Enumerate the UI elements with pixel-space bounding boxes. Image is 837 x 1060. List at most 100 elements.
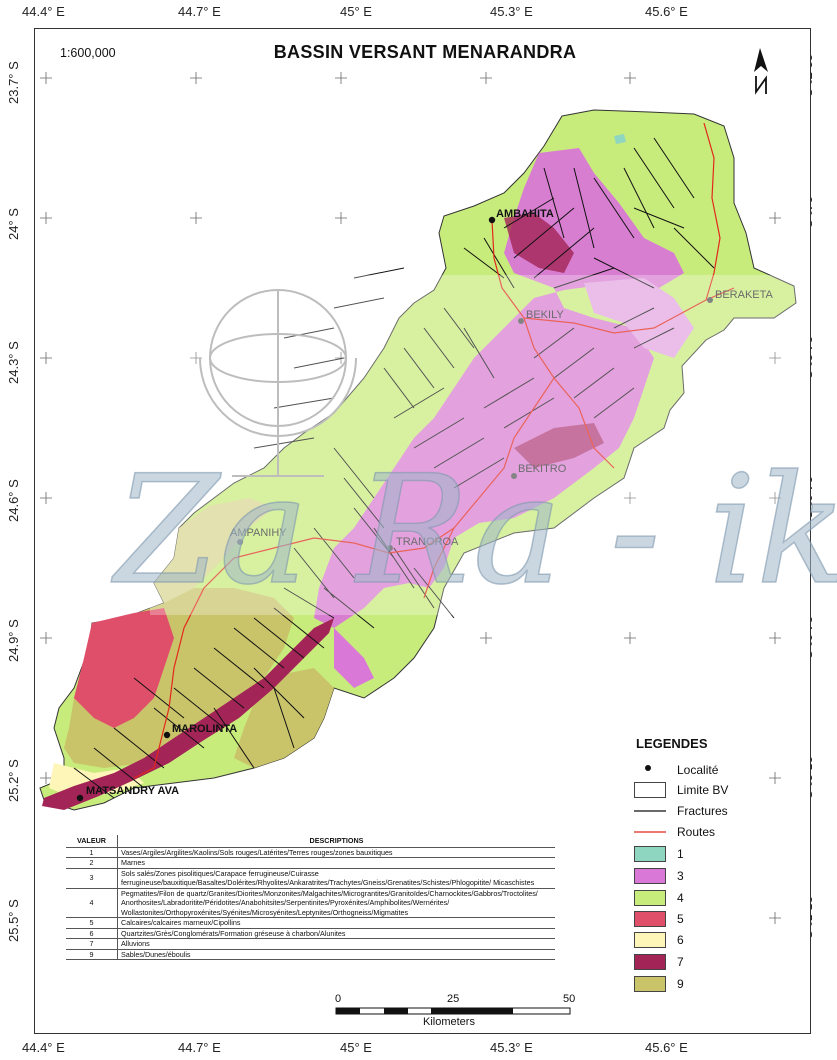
table-cell-description: Calcaires/calcaires marneux/Cipollins [117,917,555,929]
legend-item-label: 5 [677,912,684,926]
locality-label-matsandry: MATSANDRY AVA [86,785,179,797]
zone-7-corridor [42,618,334,810]
legend-item-label: 6 [677,933,684,947]
table-cell-description: Vases/Argiles/Argilites/Kaolins/Sols rou… [117,847,555,858]
table-header-descriptions: DESCRIPTIONS [117,835,555,848]
lat-label-left-1: 23.7° S [6,61,21,104]
table-cell-description: Marnes [117,857,555,869]
lon-label-bottom-5: 45.6° E [645,1040,688,1055]
table-row: 2 Marnes [66,857,555,869]
legend-item-label: 4 [677,891,684,905]
table-header-row: VALEUR DESCRIPTIONS [66,835,555,848]
lat-label-left-6: 25.2° S [6,759,21,802]
locality-labels: AMBAHITA BERAKETA BEKILY BEKITRO AMPANIH… [86,208,774,797]
zone-3-main [314,148,684,628]
table-cell-value: 5 [66,917,118,929]
legend-color-swatch [634,911,666,927]
table-row: 5 Calcaires/calcaires marneux/Cipollins [66,917,555,929]
legend-item-label: Limite BV [677,783,729,797]
locality-label-bekitro: BEKITRO [518,463,567,475]
legend-color-swatch [634,868,666,884]
table-cell-value: 4 [66,888,118,918]
table-header-valeur: VALEUR [66,835,118,848]
lon-label-bottom-2: 44.7° E [178,1040,221,1055]
scale-bar-label-50: 50 [563,993,576,1005]
table-cell-value: 7 [66,938,118,950]
lat-label-left-2: 24° S [6,208,21,240]
locality-label-beraketa: BERAKETA [715,289,774,301]
table-row: 4 Pegmatites/Filon de quartz/Granites/Dio… [66,888,555,918]
zone-7-bekitro [514,423,604,468]
locality-ampanihy-point[interactable] [237,539,243,545]
locality-tranoroa-point[interactable] [387,545,393,551]
legend-color-swatch [634,954,666,970]
lon-label-top-1: 44.4° E [22,4,65,19]
locality-matsandry-point[interactable] [76,794,84,802]
legend-point-icon [634,762,666,778]
scale-ratio: 1:600,000 [60,46,116,60]
legend-item-label: Routes [677,825,716,839]
table-cell-value: 6 [66,928,118,939]
locality-label-ampanihy: AMPANIHY [230,527,287,539]
table-row: 6 Quartzites/Grès/Conglomérats/Formation … [66,928,555,939]
legend-color-swatch [634,932,666,948]
legend-item-label: 9 [677,977,684,991]
lat-label-left-3: 24.3° S [6,341,21,384]
lon-label-top-4: 45.3° E [490,4,533,19]
lon-label-top-2: 44.7° E [178,4,221,19]
table-cell-description: Quartzites/Grès/Conglomérats/Formation g… [117,928,555,939]
zone-1-patch [614,134,626,144]
locality-beraketa-point[interactable] [707,297,713,303]
scale-bar: 0 25 50 Kilometers [335,993,576,1028]
legend-color-swatch [634,976,666,992]
table-row: 1 Vases/Argiles/Argilites/Kaolins/Sols ro… [66,847,555,858]
lon-label-bottom-3: 45° E [340,1040,372,1055]
locality-label-ambahita: AMBAHITA [496,208,554,220]
legend-item-label: 1 [677,847,684,861]
lat-label-left-5: 24.9° S [6,619,21,662]
lon-label-top-5: 45.6° E [645,4,688,19]
locality-label-bekily: BEKILY [526,309,564,321]
locality-label-tranoroa: TRANOROA [396,536,459,548]
table-cell-description: Sols salés/Zones pisolitiques/Carapace f… [117,868,555,889]
scale-bar-label-25: 25 [447,993,460,1005]
locality-label-marolinta: MAROLINTA [172,723,237,735]
locality-ambahita-point[interactable] [488,216,496,224]
table-cell-value: 3 [66,868,118,889]
legend-line-swatch [634,824,666,840]
scale-bar-graphic [335,1007,571,1015]
table-cell-value: 1 [66,847,118,858]
table-row: 7 Alluvions [66,938,555,950]
lithology-description-table: VALEUR DESCRIPTIONS 1 Vases/Argiles/Argil… [66,835,555,960]
locality-marolinta-point[interactable] [163,731,171,739]
table-row: 3 Sols salés/Zones pisolitiques/Carapace … [66,868,555,889]
legend-item-label: Fractures [677,804,728,818]
table-cell-description: Pegmatites/Filon de quartz/Granites/Dior… [117,888,555,918]
table-cell-description: Alluvions [117,938,555,950]
locality-bekily-point[interactable] [518,318,524,324]
legend-box-swatch [634,782,666,798]
lon-label-bottom-1: 44.4° E [22,1040,65,1055]
table-cell-description: Sables/Dunes/éboulis [117,949,555,960]
north-arrow-icon [754,48,768,95]
table-row: 9 Sables/Dunes/éboulis [66,949,555,960]
legend-item-label: 7 [677,955,684,969]
zone-7-ambahita [504,213,574,273]
map-canvas[interactable]: AMBAHITA BERAKETA BEKILY BEKITRO AMPANIH… [34,28,809,1032]
scale-bar-label-0: 0 [335,993,342,1005]
lat-label-left-7: 25.5° S [6,899,21,942]
zone-5-west [74,608,174,728]
legend-line-swatch [634,803,666,819]
legend-color-swatch [634,890,666,906]
scale-bar-unit: Kilometers [423,1016,475,1028]
zone-3-south [334,628,374,688]
localities [76,216,713,802]
legend-title: LEGENDES [636,736,708,751]
table-cell-value: 2 [66,857,118,869]
legend-color-swatch [634,846,666,862]
locality-bekitro-point[interactable] [511,473,517,479]
legend-item-label: Localité [677,763,719,777]
lon-label-top-3: 45° E [340,4,372,19]
legend-item-label: 3 [677,869,684,883]
map-title: BASSIN VERSANT MENARANDRA [273,42,577,62]
